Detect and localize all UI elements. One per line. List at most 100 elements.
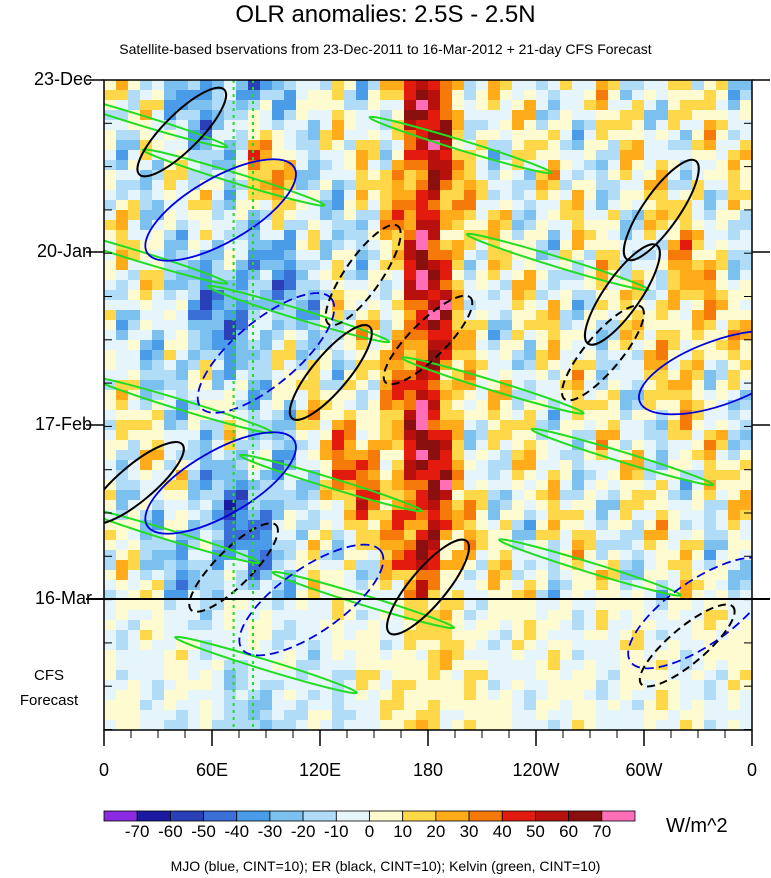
heatmap-cell — [164, 670, 177, 681]
heatmap-cell — [728, 590, 741, 601]
heatmap-cell — [572, 440, 585, 451]
heatmap-cell — [248, 120, 261, 131]
heatmap-cell — [140, 460, 153, 471]
heatmap-cell — [164, 700, 177, 711]
heatmap-cell — [368, 150, 381, 161]
heatmap-cell — [464, 620, 477, 631]
heatmap-cell — [668, 220, 681, 231]
heatmap-cell — [464, 430, 477, 441]
heatmap-cell — [356, 510, 369, 521]
heatmap-cell — [212, 620, 225, 631]
heatmap-cell — [104, 290, 117, 301]
heatmap-cell — [632, 270, 645, 281]
heatmap-cell — [344, 80, 357, 91]
heatmap-cell — [488, 650, 501, 661]
heatmap-cell — [116, 670, 129, 681]
heatmap-cell — [260, 300, 273, 311]
heatmap-cell — [416, 370, 429, 381]
heatmap-cell — [176, 510, 189, 521]
heatmap-cell — [140, 240, 153, 251]
heatmap-cell — [656, 120, 669, 131]
heatmap-cell — [440, 510, 453, 521]
heatmap-cell — [428, 500, 441, 511]
heatmap-cell — [440, 640, 453, 651]
heatmap-cell — [572, 280, 585, 291]
heatmap-cell — [644, 450, 657, 461]
heatmap-cell — [140, 550, 153, 561]
heatmap-cell — [728, 500, 741, 511]
heatmap-cell — [164, 480, 177, 491]
heatmap-cell — [500, 80, 513, 91]
heatmap-cell — [260, 610, 273, 621]
heatmap-cell — [116, 650, 129, 661]
heatmap-cell — [128, 500, 141, 511]
heatmap-cell — [476, 90, 489, 101]
heatmap-cell — [500, 260, 513, 271]
heatmap-cell — [344, 360, 357, 371]
heatmap-cell — [332, 460, 345, 471]
heatmap-cell — [260, 690, 273, 701]
heatmap-cell — [524, 510, 537, 521]
heatmap-cell — [680, 720, 693, 730]
heatmap-cell — [716, 710, 729, 721]
er-contour — [188, 522, 279, 613]
heatmap-cell — [548, 430, 561, 441]
heatmap-cell — [380, 90, 393, 101]
heatmap-cell — [392, 130, 405, 141]
heatmap-cell — [524, 580, 537, 591]
heatmap-cell — [584, 570, 597, 581]
heatmap-cell — [620, 260, 633, 271]
heatmap-cell — [632, 530, 645, 541]
heatmap-cell — [584, 390, 597, 401]
heatmap-cell — [404, 150, 417, 161]
heatmap-cell — [212, 630, 225, 641]
heatmap-cell — [584, 140, 597, 151]
heatmap-cell — [296, 560, 309, 571]
heatmap-cell — [164, 310, 177, 321]
heatmap-cell — [716, 610, 729, 621]
heatmap-cell — [308, 590, 321, 601]
heatmap-cell — [632, 330, 645, 341]
heatmap-cell — [248, 380, 261, 391]
heatmap-cell — [668, 190, 681, 201]
heatmap-cell — [668, 360, 681, 371]
heatmap-cell — [416, 230, 429, 241]
heatmap-cell — [692, 140, 705, 151]
heatmap-cell — [644, 520, 657, 531]
heatmap-cell — [248, 490, 261, 501]
heatmap-cell — [608, 460, 621, 471]
heatmap-cell — [140, 430, 153, 441]
heatmap-cell — [644, 250, 657, 261]
heatmap-cell — [176, 550, 189, 561]
heatmap-cell — [320, 490, 333, 501]
heatmap-cell — [716, 640, 729, 651]
heatmap-cell — [344, 350, 357, 361]
heatmap-cell — [740, 690, 752, 701]
heatmap-cell — [512, 440, 525, 451]
heatmap-cell — [224, 210, 237, 221]
er-contour — [382, 294, 474, 386]
heatmap-cell — [488, 400, 501, 411]
heatmap-cell — [188, 400, 201, 411]
heatmap-cell — [500, 130, 513, 141]
heatmap-cell — [704, 550, 717, 561]
heatmap-cell — [452, 540, 465, 551]
heatmap-cell — [452, 580, 465, 591]
heatmap-cell — [320, 380, 333, 391]
heatmap-cell — [680, 620, 693, 631]
heatmap-cell — [464, 170, 477, 181]
heatmap-cell — [404, 290, 417, 301]
heatmap-cell — [440, 450, 453, 461]
heatmap-cell — [704, 420, 717, 431]
heatmap-cell — [716, 650, 729, 661]
heatmap-cell — [176, 680, 189, 691]
heatmap-cell — [176, 190, 189, 201]
heatmap-cell — [632, 490, 645, 501]
heatmap-cell — [368, 530, 381, 541]
heatmap-cell — [608, 660, 621, 671]
heatmap-cell — [116, 370, 129, 381]
heatmap-cell — [332, 280, 345, 291]
heatmap-cell — [680, 90, 693, 101]
heatmap-cell — [716, 540, 729, 551]
heatmap-cell — [416, 490, 429, 501]
